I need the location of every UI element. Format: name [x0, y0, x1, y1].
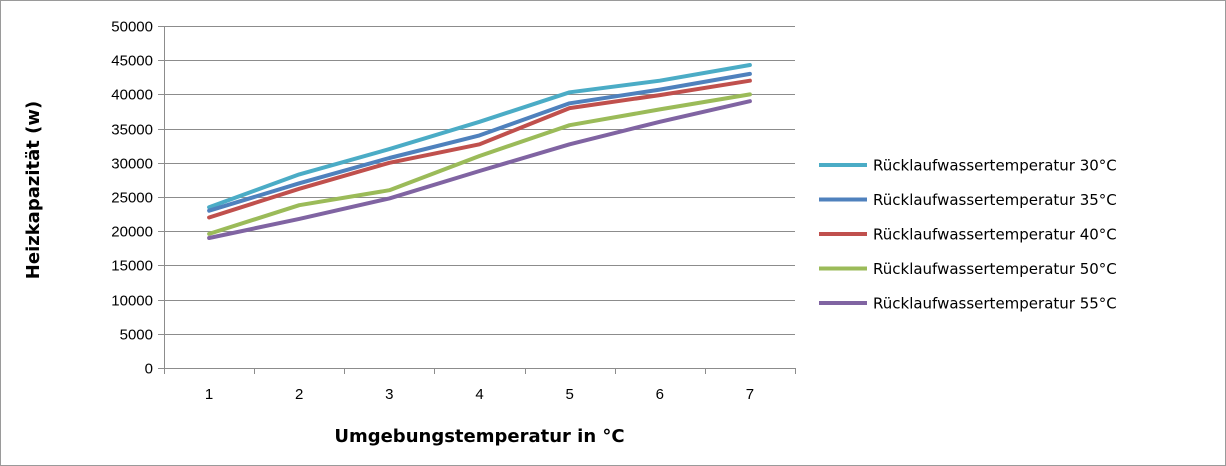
legend-label: Rücklaufwassertemperatur 35°C — [873, 191, 1117, 209]
x-tick-labels: 1 2 3 4 5 6 7 — [205, 386, 754, 403]
series-line-2 — [207, 71, 752, 213]
axes — [158, 26, 796, 374]
legend-label: Rücklaufwassertemperatur 40°C — [873, 226, 1117, 244]
x-tick-label: 7 — [746, 386, 754, 403]
y-axis-title: Heizkapazität (w) — [23, 101, 44, 279]
y-tick-label: 0 — [145, 361, 153, 378]
x-tick-label: 5 — [565, 386, 573, 403]
x-tick-label: 4 — [475, 386, 483, 403]
legend-label: Rücklaufwassertemperatur 50°C — [873, 260, 1117, 278]
legend-label: Rücklaufwassertemperatur 30°C — [873, 157, 1117, 175]
series-line-3 — [207, 78, 752, 220]
series-lines — [207, 63, 752, 240]
y-tick-label: 20000 — [111, 224, 153, 241]
y-tick-label: 45000 — [111, 53, 153, 70]
y-tick-labels: 0 5000 10000 15000 20000 25000 30000 35000 40000… — [111, 19, 153, 378]
x-tick-label: 6 — [656, 386, 664, 403]
x-tick-label: 1 — [205, 386, 213, 403]
x-axis-title: Umgebungstemperatur in °C — [334, 426, 624, 447]
x-tick-label: 2 — [295, 386, 303, 403]
y-tick-label: 5000 — [120, 327, 153, 344]
y-tick-label: 15000 — [111, 258, 153, 275]
y-tick-label: 35000 — [111, 122, 153, 139]
series-line-5 — [207, 99, 752, 240]
series-line-4 — [207, 92, 752, 236]
y-tick-label: 40000 — [111, 87, 153, 104]
series-line-1 — [207, 63, 752, 210]
y-tick-label: 25000 — [111, 190, 153, 207]
grid — [164, 26, 795, 335]
y-tick-label: 10000 — [111, 293, 153, 310]
legend-label: Rücklaufwassertemperatur 55°C — [873, 295, 1117, 313]
legend: Rücklaufwassertemperatur 30°C Rücklaufwas… — [819, 157, 1117, 313]
y-tick-label: 50000 — [111, 19, 153, 36]
x-tick-label: 3 — [385, 386, 393, 403]
y-tick-label: 30000 — [111, 156, 153, 173]
